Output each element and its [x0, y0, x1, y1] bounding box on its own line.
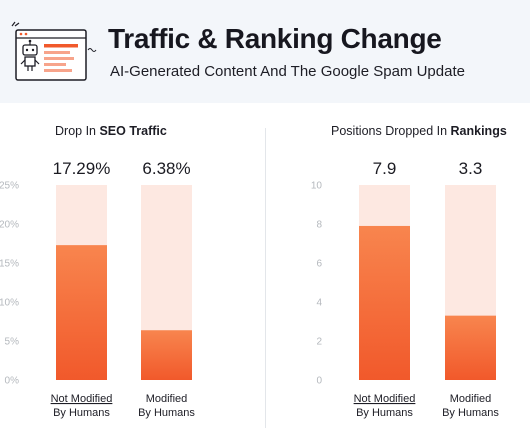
chart-divider [265, 128, 266, 428]
y-tick-label: 15% [0, 259, 19, 270]
y-tick-label: 8 [316, 220, 322, 231]
category-label: By Humans [356, 407, 413, 419]
y-tick-label: 10 [311, 181, 323, 192]
y-tick-label: 4 [316, 298, 322, 309]
bar-not-modified [359, 225, 410, 380]
y-tick-label: 6 [316, 259, 322, 270]
right-chart-title: Positions Dropped In Rankings [331, 124, 507, 138]
page-title: Traffic & Ranking Change [108, 23, 442, 54]
y-tick-label: 10% [0, 298, 19, 309]
category-label: By Humans [53, 407, 110, 419]
y-tick-label: 20% [0, 220, 19, 231]
bar-modified [445, 315, 496, 380]
value-label: 6.38% [142, 159, 190, 178]
traffic-drop-chart: 0% 5% 10% 15% 20% 25% 17.29% Not Modified By Hum… [0, 159, 195, 419]
y-tick-label: 0% [5, 376, 20, 387]
y-tick-label: 2 [316, 337, 322, 348]
y-tick-label: 25% [0, 181, 19, 192]
category-label: By Humans [138, 407, 195, 419]
category-label: Modified [450, 393, 492, 405]
ranking-drop-chart: 0 2 4 6 8 10 7.9 Not Modified By Humans 3.3 Modifi… [311, 159, 500, 419]
value-label: 17.29% [53, 159, 111, 178]
y-tick-label: 5% [5, 337, 20, 348]
y-tick-label: 0 [316, 376, 322, 387]
category-label: Not Modified [354, 393, 416, 405]
bar-not-modified [56, 245, 107, 380]
header-banner: Traffic & Ranking Change AI-Generated Co… [0, 0, 530, 103]
page-subtitle: AI-Generated Content And The Google Spam… [110, 63, 465, 80]
value-label: 7.9 [373, 159, 397, 178]
category-label: Modified [146, 393, 188, 405]
category-label: Not Modified [51, 393, 113, 405]
robot-document-icon [11, 21, 97, 81]
category-label: By Humans [442, 407, 499, 419]
left-chart-title: Drop In SEO Traffic [55, 124, 167, 138]
value-label: 3.3 [459, 159, 483, 178]
bar-modified [141, 330, 192, 380]
